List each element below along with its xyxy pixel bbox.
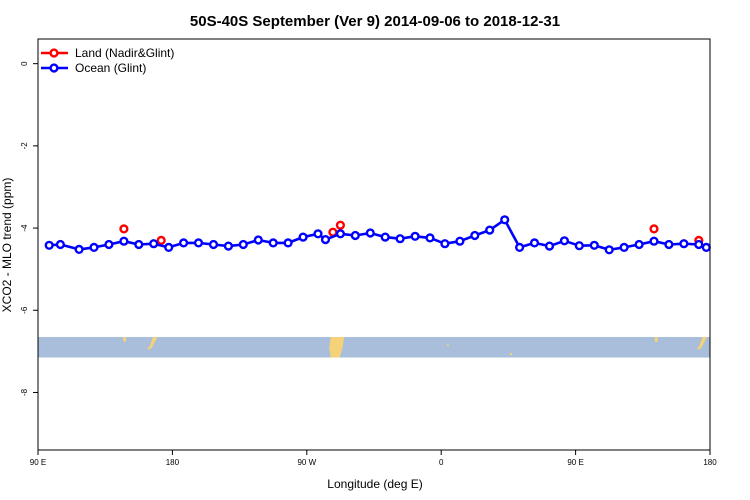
legend-marker [49, 48, 59, 58]
data-point [589, 240, 599, 250]
x-tick-label: 180 [166, 458, 180, 467]
data-point [425, 233, 435, 243]
y-axis-label: XCO2 - MLO trend (ppm) [0, 178, 14, 313]
data-point [679, 239, 689, 249]
data-point [268, 238, 278, 248]
data-point [485, 225, 495, 235]
data-point [455, 236, 465, 246]
x-axis-label: Longitude (deg E) [327, 477, 422, 491]
data-point [164, 242, 174, 253]
data-point [701, 242, 711, 253]
map-land-shape [123, 336, 127, 343]
legend-entry: Land (Nadir&Glint) [75, 46, 174, 60]
x-tick-label: 90 E [567, 458, 583, 467]
x-tick-label: 90 E [30, 458, 46, 467]
x-axis-ticks: 90 E 180 90 W 0 90 E 180 [30, 450, 717, 467]
x-tick-label: 0 [439, 458, 444, 467]
data-point [149, 239, 159, 249]
data-point [320, 235, 331, 245]
data-point [395, 234, 405, 244]
map-land-shape [696, 336, 708, 350]
data-point [649, 224, 659, 234]
series-0 [119, 220, 704, 246]
data-point [649, 236, 659, 246]
map-land-shape [147, 336, 158, 350]
legend-entry: Ocean (Glint) [75, 61, 146, 75]
data-point [694, 239, 704, 250]
x-tick-label: 90 W [297, 458, 316, 467]
map-land-shape [447, 344, 449, 347]
data-point [440, 239, 450, 249]
data-point [134, 239, 144, 250]
chart-title: 50S-40S September (Ver 9) 2014-09-06 to … [190, 13, 560, 30]
series-line [49, 218, 707, 252]
legend-marker [49, 63, 59, 73]
data-point [238, 239, 248, 250]
data-point [350, 230, 360, 241]
data-point [44, 240, 54, 250]
y-tick-label: -4 [20, 224, 29, 232]
y-tick-label: 0 [20, 61, 29, 66]
y-tick-label: -6 [20, 306, 29, 314]
data-point [544, 241, 555, 251]
map-ocean-band [38, 336, 710, 358]
map-strip [38, 336, 710, 358]
data-point [604, 245, 614, 255]
series-layer [44, 215, 711, 255]
x-tick-label: 180 [703, 458, 717, 467]
data-point [529, 238, 540, 248]
data-point [223, 241, 234, 251]
data-point [55, 239, 66, 250]
data-point [514, 242, 525, 253]
y-axis-ticks: 0 -2 -4 -6 -8 [20, 61, 38, 396]
map-land-shape [654, 336, 658, 343]
y-tick-label: -2 [20, 142, 29, 150]
data-point [500, 215, 510, 225]
data-point [365, 228, 375, 238]
data-point [335, 220, 346, 230]
map-land-shape [509, 353, 513, 356]
data-point [156, 235, 166, 246]
data-point [283, 238, 293, 248]
map-land-shapes [123, 336, 708, 358]
data-point [559, 236, 570, 246]
data-point [208, 239, 219, 250]
data-point [313, 229, 323, 239]
data-point [89, 242, 99, 253]
plot-frame [37, 38, 711, 451]
data-point [619, 242, 629, 253]
data-point [119, 236, 129, 246]
data-point [253, 235, 263, 245]
data-point [664, 239, 674, 250]
legend: Land (Nadir&Glint)Ocean (Glint) [41, 46, 174, 75]
data-point [179, 238, 189, 248]
data-point [470, 230, 480, 241]
data-point [104, 239, 114, 250]
data-point [193, 238, 204, 248]
data-point [410, 231, 420, 241]
data-point [634, 239, 644, 250]
data-point [380, 232, 390, 242]
data-point [74, 244, 84, 255]
data-point [298, 232, 308, 242]
data-point [119, 224, 129, 234]
data-point [335, 229, 346, 239]
series-1 [44, 215, 711, 255]
map-land-shape [329, 336, 345, 358]
data-point [574, 241, 584, 251]
y-tick-label: -8 [20, 388, 29, 396]
